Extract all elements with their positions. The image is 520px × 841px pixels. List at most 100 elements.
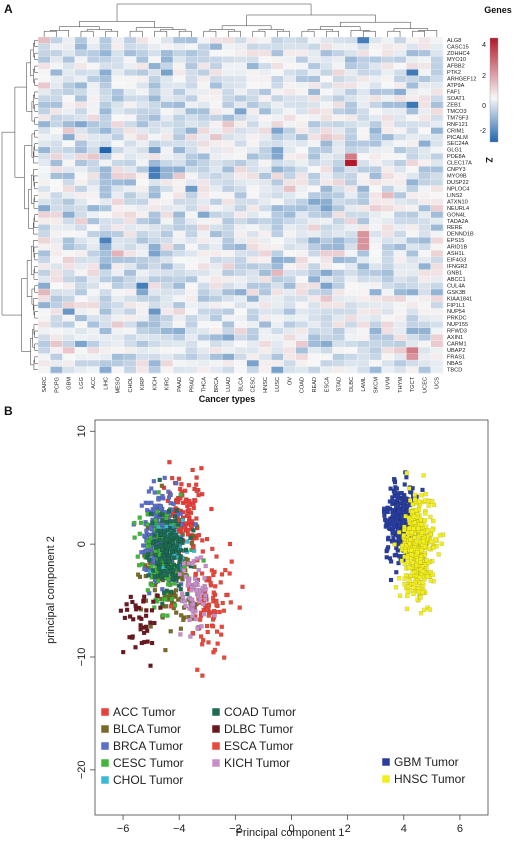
heatmap-cell <box>38 133 51 141</box>
scatter-point <box>148 620 153 625</box>
heatmap-cell <box>62 172 76 180</box>
heatmap-cell <box>185 327 198 335</box>
heatmap-cell <box>369 114 383 122</box>
heatmap-cell <box>393 366 407 374</box>
scatter-point <box>169 589 174 594</box>
scatter-point <box>199 466 204 471</box>
heatmap-cell <box>74 172 88 180</box>
scatter-point <box>210 617 216 622</box>
heatmap-cell <box>369 172 383 180</box>
heatmap-cell <box>393 334 407 342</box>
gene-label: RNF121 <box>447 122 468 128</box>
heatmap-cell <box>308 263 321 271</box>
heatmap-cell <box>393 37 407 44</box>
heatmap-cell <box>50 82 63 90</box>
heatmap-cell <box>136 276 149 283</box>
scatter-point <box>186 561 191 566</box>
heatmap-cell <box>136 198 149 206</box>
heatmap-cell <box>246 205 260 212</box>
heatmap-cell <box>308 308 321 316</box>
heatmap-cell <box>283 88 297 96</box>
heatmap-cell <box>222 114 235 122</box>
scatter-point <box>137 615 142 620</box>
heatmap-cell <box>38 256 51 264</box>
scatter-point <box>160 512 165 517</box>
heatmap-cell <box>87 347 100 355</box>
scatter-point <box>424 558 429 563</box>
heatmap-cell <box>258 146 272 154</box>
heatmap-cell <box>234 108 248 115</box>
scatter-point <box>214 602 219 608</box>
scatter-point <box>174 610 179 615</box>
scatter-point <box>186 483 192 488</box>
heatmap-cell <box>111 172 125 180</box>
scatter-point <box>176 522 181 527</box>
heatmap-cell <box>222 321 235 329</box>
gene-label: ATP9A <box>447 83 465 89</box>
scatter-point <box>420 590 425 595</box>
scatter-point <box>401 533 407 538</box>
heatmap-cell <box>173 347 186 355</box>
heatmap-cell <box>209 321 223 329</box>
scatter-point <box>162 475 167 481</box>
heatmap-cell <box>430 121 444 128</box>
heatmap-cell <box>136 56 149 64</box>
heatmap-cell <box>38 211 51 219</box>
heatmap-cell <box>209 243 223 251</box>
dendrogram-branch <box>30 49 34 77</box>
heatmap-cell <box>123 243 137 251</box>
scatter-point <box>405 530 410 536</box>
heatmap-cell <box>62 62 76 70</box>
scatter-point <box>172 603 178 608</box>
heatmap-cell <box>222 179 235 187</box>
heatmap-cell <box>430 179 444 187</box>
heatmap-cell <box>381 140 395 148</box>
heatmap-cell <box>148 347 162 355</box>
heatmap-cell <box>185 295 198 303</box>
heatmap-cell <box>418 334 432 342</box>
heatmap-x-axis-title: Cancer types <box>199 394 256 404</box>
heatmap-cell <box>173 198 186 206</box>
heatmap-cell <box>357 166 370 174</box>
scatter-point <box>404 475 409 480</box>
heatmap-cell <box>283 301 297 309</box>
heatmap-cell <box>50 127 63 135</box>
heatmap-cell <box>87 269 100 277</box>
heatmap-cell <box>209 308 223 316</box>
heatmap-cell <box>173 82 186 90</box>
heatmap-cell <box>234 95 248 103</box>
heatmap-cell <box>148 62 162 70</box>
heatmap-cell <box>295 153 309 161</box>
scatter-point <box>194 556 199 561</box>
heatmap-cell <box>234 185 248 193</box>
heatmap-cell <box>173 289 186 296</box>
heatmap-cell <box>111 256 125 264</box>
scatter-point <box>154 545 159 550</box>
heatmap-cell <box>87 327 100 335</box>
heatmap-cell <box>197 185 211 193</box>
heatmap-cell <box>271 340 284 348</box>
heatmap-cell <box>160 192 174 199</box>
scatter-point <box>138 623 143 628</box>
heatmap-cell <box>185 198 198 206</box>
heatmap-cell <box>344 295 358 303</box>
heatmap-cell <box>173 321 186 329</box>
heatmap-cell <box>111 88 125 96</box>
heatmap-cell <box>99 334 113 342</box>
heatmap-cell <box>258 340 272 348</box>
heatmap-cell <box>393 56 407 64</box>
heatmap-cell <box>308 159 321 167</box>
heatmap-cell <box>123 153 137 161</box>
heatmap-cell <box>344 153 358 161</box>
heatmap-cell <box>50 159 63 167</box>
heatmap-cell <box>38 185 51 193</box>
scatter-point <box>200 585 205 591</box>
heatmap-cell <box>308 224 321 232</box>
heatmap-cell <box>160 334 174 342</box>
scatter-point <box>416 499 422 504</box>
heatmap-cell <box>258 366 272 374</box>
heatmap-cell <box>381 49 395 57</box>
heatmap-cell <box>258 82 272 90</box>
heatmap-cell <box>209 62 223 70</box>
scatter-point <box>402 527 407 533</box>
